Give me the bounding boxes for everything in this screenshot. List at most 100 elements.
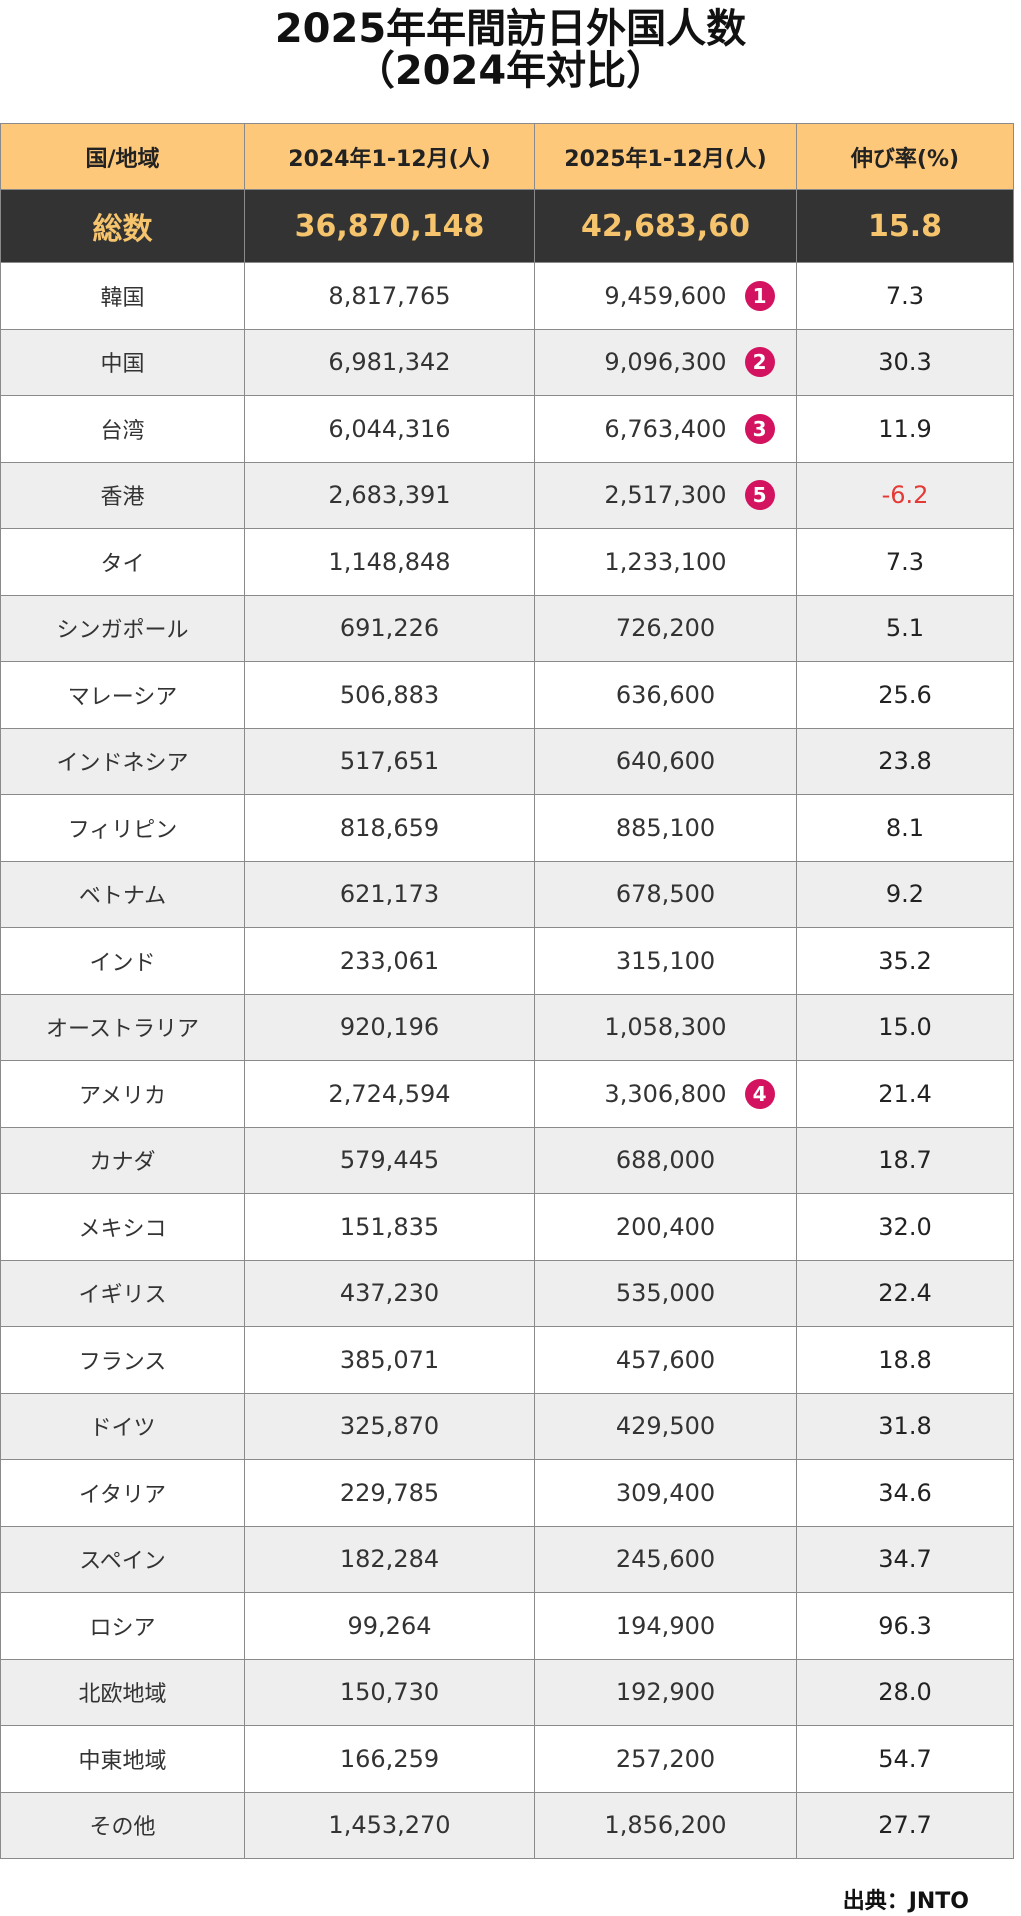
value-2025: 309,400	[616, 1479, 715, 1507]
value-2025-cell: 1,058,300	[534, 993, 797, 1061]
table-row: その他 1,453,270 1,856,200 27.7	[0, 1791, 1014, 1859]
value-2024-cell: 920,196	[244, 993, 535, 1061]
value-2025-text: 2,517,300	[604, 481, 727, 510]
growth-rate-cell: 34.7	[796, 1525, 1014, 1593]
value-2025-text: 429,500	[615, 1412, 716, 1441]
table-row: カナダ 579,445 688,000 18.7	[0, 1126, 1014, 1194]
value-2025-cell: 192,900	[534, 1658, 797, 1726]
table-row: インドネシア 517,651 640,600 23.8	[0, 727, 1014, 795]
value-2024-cell: 691,226	[244, 594, 535, 662]
value-2025-cell: 457,600	[534, 1326, 797, 1394]
value-2024-cell: 506,883	[244, 661, 535, 729]
value-2025-text: 192,900	[615, 1678, 716, 1707]
value-2024-cell: 818,659	[244, 794, 535, 862]
table-row: シンガポール 691,226 726,200 5.1	[0, 594, 1014, 662]
value-2025-cell: 535,000	[534, 1259, 797, 1327]
table-row: ドイツ 325,870 429,500 31.8	[0, 1392, 1014, 1460]
value-2025: 640,600	[616, 747, 715, 775]
value-2024-cell: 1,148,848	[244, 528, 535, 596]
value-2025-text: 200,400	[615, 1212, 716, 1241]
value-2025-cell: 429,500	[534, 1392, 797, 1460]
country-cell: タイ	[0, 528, 245, 596]
growth-rate-cell: 8.1	[796, 794, 1014, 862]
growth-rate-cell: 31.8	[796, 1392, 1014, 1460]
header-2024: 2024年1-12月(人)	[244, 123, 535, 190]
value-2025-cell: 257,200	[534, 1725, 797, 1793]
country-cell: 北欧地域	[0, 1658, 245, 1726]
country-cell: マレーシア	[0, 661, 245, 729]
rank-badge: 2	[744, 347, 775, 378]
value-2024-cell: 229,785	[244, 1459, 535, 1527]
growth-rate-cell: 11.9	[796, 395, 1014, 463]
country-cell: シンガポール	[0, 594, 245, 662]
table-row: マレーシア 506,883 636,600 25.6	[0, 661, 1014, 729]
table-row: インド 233,061 315,100 35.2	[0, 927, 1014, 995]
value-2024-cell: 6,981,342	[244, 328, 535, 396]
value-2025-cell: 1,233,100	[534, 528, 797, 596]
table-row: 香港 2,683,391 2,517,300 5 -6.2	[0, 461, 1014, 529]
value-2025: 636,600	[616, 681, 715, 709]
value-2025: 6,763,400 3	[604, 413, 775, 444]
total-label: 総数	[0, 189, 245, 263]
value-2025: 194,900	[616, 1612, 715, 1640]
source-credit: 出典：JNTO	[842, 1889, 969, 1914]
value-2025: 1,233,100	[604, 548, 726, 576]
rank-badge: 4	[744, 1078, 775, 1109]
country-cell: メキシコ	[0, 1193, 245, 1261]
value-2025: 1,856,200	[604, 1811, 726, 1839]
value-2025-text: 678,500	[615, 880, 716, 909]
value-2025-cell: 309,400	[534, 1459, 797, 1527]
value-2025-text: 3,306,800	[604, 1079, 727, 1108]
value-2025-text: 636,600	[615, 680, 716, 709]
country-cell: 中国	[0, 328, 245, 396]
value-2025-text: 688,000	[615, 1146, 716, 1175]
total-row: 総数 36,870,148 42,683,60 15.8	[0, 189, 1014, 263]
rank-badge: 3	[744, 413, 775, 444]
value-2025-cell: 6,763,400 3	[534, 395, 797, 463]
table-row: 台湾 6,044,316 6,763,400 3 11.9	[0, 395, 1014, 463]
page-subtitle: （2024年対比）	[354, 48, 667, 94]
value-2025: 9,096,300 2	[604, 347, 775, 378]
value-2025: 3,306,800 4	[604, 1078, 775, 1109]
country-cell: 韓国	[0, 262, 245, 330]
value-2025-text: 1,856,200	[604, 1811, 727, 1840]
visitors-table: 国/地域 2024年1-12月(人) 2025年1-12月(人) 伸び率(%) …	[0, 123, 1014, 1859]
table-row: タイ 1,148,848 1,233,100 7.3	[0, 528, 1014, 596]
value-2024-cell: 437,230	[244, 1259, 535, 1327]
value-2025-cell: 194,900	[534, 1592, 797, 1660]
table-row: アメリカ 2,724,594 3,306,800 4 21.4	[0, 1060, 1014, 1128]
value-2025-text: 640,600	[615, 747, 716, 776]
value-2024-cell: 99,264	[244, 1592, 535, 1660]
country-cell: 香港	[0, 461, 245, 529]
country-cell: ドイツ	[0, 1392, 245, 1460]
country-cell: アメリカ	[0, 1060, 245, 1128]
value-2025-cell: 315,100	[534, 927, 797, 995]
growth-rate-cell: 23.8	[796, 727, 1014, 795]
value-2025-cell: 885,100	[534, 794, 797, 862]
table-row: 中東地域 166,259 257,200 54.7	[0, 1725, 1014, 1793]
value-2025-cell: 245,600	[534, 1525, 797, 1593]
table-row: メキシコ 151,835 200,400 32.0	[0, 1193, 1014, 1261]
value-2025: 2,517,300 5	[604, 480, 775, 511]
table-row: フィリピン 818,659 885,100 8.1	[0, 794, 1014, 862]
value-2025: 9,459,600 1	[604, 280, 775, 311]
value-2025-text: 194,900	[615, 1611, 716, 1640]
country-cell: インドネシア	[0, 727, 245, 795]
growth-rate-cell: 34.6	[796, 1459, 1014, 1527]
growth-rate-cell: 28.0	[796, 1658, 1014, 1726]
value-2024-cell: 325,870	[244, 1392, 535, 1460]
value-2025: 200,400	[616, 1213, 715, 1241]
growth-rate-cell: 22.4	[796, 1259, 1014, 1327]
growth-rate-cell: 54.7	[796, 1725, 1014, 1793]
value-2025-text: 309,400	[615, 1478, 716, 1507]
country-cell: スペイン	[0, 1525, 245, 1593]
value-2025: 1,058,300	[604, 1013, 726, 1041]
country-cell: インド	[0, 927, 245, 995]
value-2025-cell: 636,600	[534, 661, 797, 729]
country-cell: フィリピン	[0, 794, 245, 862]
value-2024-cell: 166,259	[244, 1725, 535, 1793]
value-2025-cell: 200,400	[534, 1193, 797, 1261]
header-country: 国/地域	[0, 123, 245, 190]
value-2025-cell: 9,096,300 2	[534, 328, 797, 396]
country-cell: ロシア	[0, 1592, 245, 1660]
